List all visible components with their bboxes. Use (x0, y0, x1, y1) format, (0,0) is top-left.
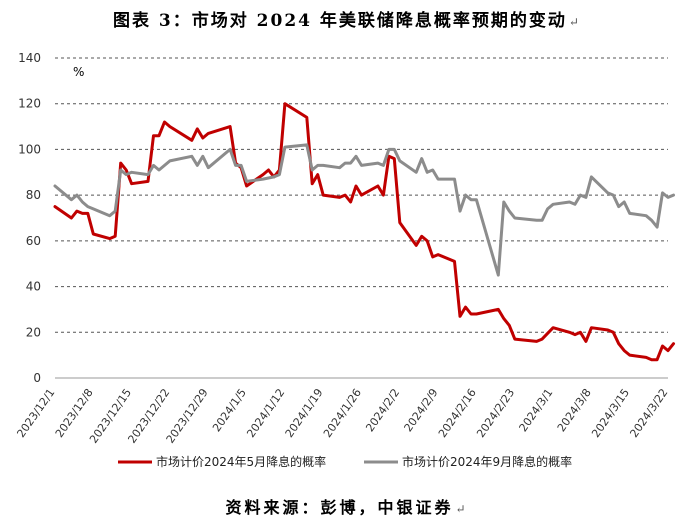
y-tick-label: 120 (18, 97, 41, 111)
y-tick-label: 100 (18, 142, 41, 156)
y-tick-label: 60 (26, 234, 41, 248)
x-tick-label: 2023/12/8 (53, 386, 96, 440)
series-line-may-cut (53, 102, 675, 362)
y-tick-label: 20 (26, 325, 41, 339)
y-tick-label: 0 (33, 371, 41, 385)
x-tick-label: 2024/2/23 (474, 386, 517, 440)
legend-label: 市场计价2024年9月降息的概率 (402, 454, 572, 469)
x-tick-label: 2024/2/16 (436, 386, 479, 440)
paragraph-mark-icon: ↵ (455, 502, 469, 516)
x-tick-label: 2024/2/9 (402, 386, 441, 434)
legend: 市场计价2024年5月降息的概率 市场计价2024年9月降息的概率 (118, 454, 572, 469)
series-lines (53, 102, 675, 362)
x-tick-label: 2024/3/15 (589, 386, 632, 440)
x-tick-label: 2024/3/8 (555, 386, 594, 434)
x-tick-label: 2024/1/5 (210, 386, 249, 434)
x-tick-label: 2024/3/1 (517, 386, 556, 434)
chart-title-text: 图表 3：市场对 2024 年美联储降息概率预期的变动 (113, 11, 567, 31)
x-tick-label: 2024/1/12 (244, 386, 287, 440)
x-tick-label: 2024/1/19 (283, 386, 326, 440)
x-tick-label: 2024/1/26 (321, 386, 364, 440)
legend-label: 市场计价2024年5月降息的概率 (156, 454, 326, 469)
x-tick-label: 2024/2/2 (363, 386, 402, 434)
series-line-sep-cut (53, 143, 675, 277)
source-text: 资料来源：彭博，中银证券 (225, 498, 454, 517)
x-tick-label: 2023/12/1 (14, 386, 57, 440)
source-note: 资料来源：彭博，中银证券 ↵ (0, 494, 694, 518)
unit-label: % (73, 65, 84, 79)
chart-title: 图表 3：市场对 2024 年美联储降息概率预期的变动 ↵ (0, 6, 694, 31)
x-tick-label: 2024/3/22 (627, 386, 670, 440)
paragraph-mark-icon: ↵ (568, 15, 581, 29)
y-tick-label: 80 (26, 188, 41, 202)
y-tick-label: 40 (26, 280, 41, 294)
y-tick-label: 140 (18, 51, 41, 65)
